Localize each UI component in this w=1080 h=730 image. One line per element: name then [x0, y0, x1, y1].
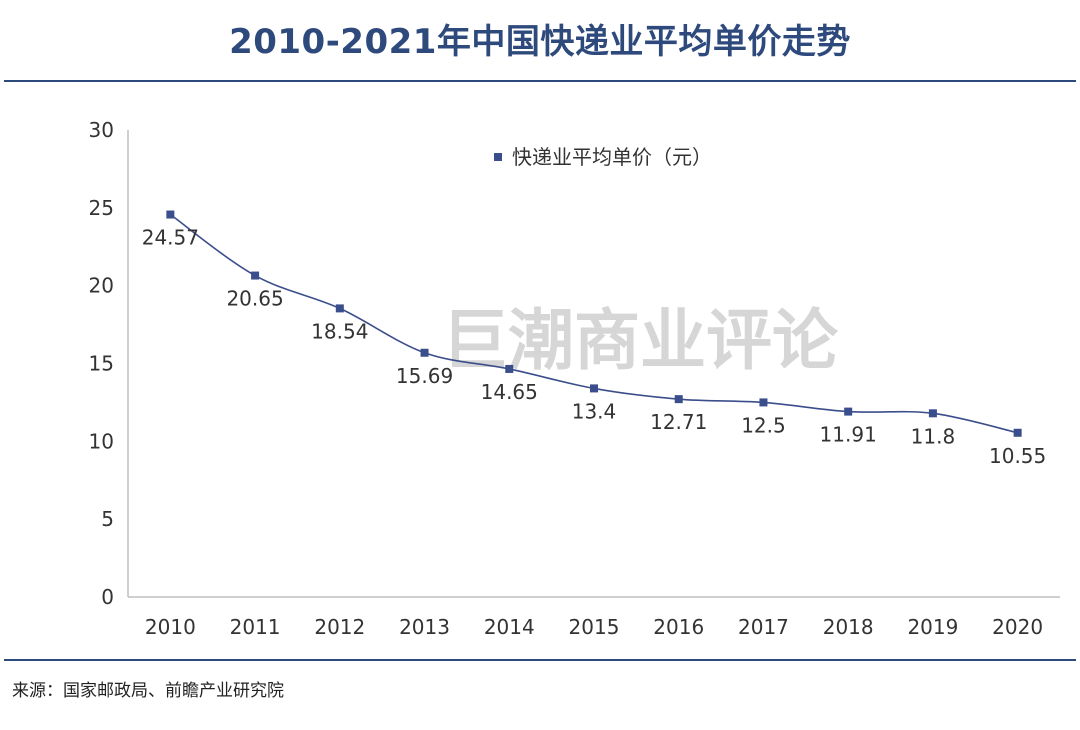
data-point-marker: [674, 395, 683, 404]
data-point-marker: [505, 364, 514, 373]
x-tick-label: 2017: [738, 615, 789, 639]
data-label: 10.55: [989, 444, 1046, 468]
legend-label: 快递业平均单价（元）: [512, 145, 712, 169]
legend-marker: [494, 153, 502, 161]
data-point-marker: [844, 407, 853, 416]
data-point-marker: [590, 384, 598, 393]
data-label: 12.5: [741, 413, 786, 437]
data-label: 24.57: [142, 226, 199, 250]
page-title: 2010-2021年中国快递业平均单价走势: [229, 22, 851, 62]
x-tick-labels: 2010 2011 2012 2013 2014 2015 2016 2017 2018 2019…: [145, 615, 1043, 639]
y-tick-label: 0: [101, 585, 114, 609]
title-divider: [4, 80, 1076, 82]
data-label: 15.69: [396, 364, 453, 388]
x-tick-label: 2013: [399, 615, 450, 639]
x-tick-label: 2015: [569, 615, 620, 639]
data-point-marker: [335, 304, 344, 313]
y-tick-label: 25: [89, 196, 114, 220]
x-tick-label: 2019: [907, 615, 958, 639]
source-divider: [4, 659, 1076, 661]
data-label: 18.54: [311, 319, 368, 343]
data-label: 13.4: [572, 399, 617, 423]
y-tick-labels: 0 5 10 15 20 25 30: [89, 118, 114, 609]
source-note: 来源：国家邮政局、前瞻产业研究院: [12, 681, 284, 701]
x-tick-label: 2018: [823, 615, 874, 639]
y-tick-label: 30: [89, 118, 114, 142]
data-label: 11.91: [820, 423, 877, 447]
x-tick-label: 2012: [314, 615, 365, 639]
x-tick-label: 2011: [230, 615, 281, 639]
y-tick-label: 15: [89, 352, 114, 376]
data-label: 11.8: [911, 424, 956, 448]
data-point-marker: [251, 271, 260, 280]
series-markers: [166, 210, 1022, 437]
data-label: 14.65: [481, 380, 538, 404]
legend: 快递业平均单价（元）: [494, 145, 712, 169]
x-tick-label: 2020: [992, 615, 1043, 639]
x-tick-label: 2010: [145, 615, 196, 639]
data-point-marker: [928, 409, 937, 418]
data-point-marker: [420, 348, 429, 357]
y-tick-label: 10: [89, 429, 114, 453]
data-labels: 24.57 20.65 18.54 15.69 14.65 13.4 12.71 12.5 11…: [142, 226, 1047, 468]
data-label: 20.65: [226, 287, 283, 311]
data-point-marker: [1013, 428, 1022, 437]
x-tick-label: 2016: [653, 615, 704, 639]
x-tick-label: 2014: [484, 615, 535, 639]
chart-axes: [127, 130, 1060, 598]
y-tick-label: 5: [101, 507, 114, 531]
data-label: 12.71: [650, 410, 707, 434]
data-point-marker: [759, 398, 768, 407]
data-point-marker: [166, 210, 175, 219]
y-tick-label: 20: [89, 274, 114, 298]
